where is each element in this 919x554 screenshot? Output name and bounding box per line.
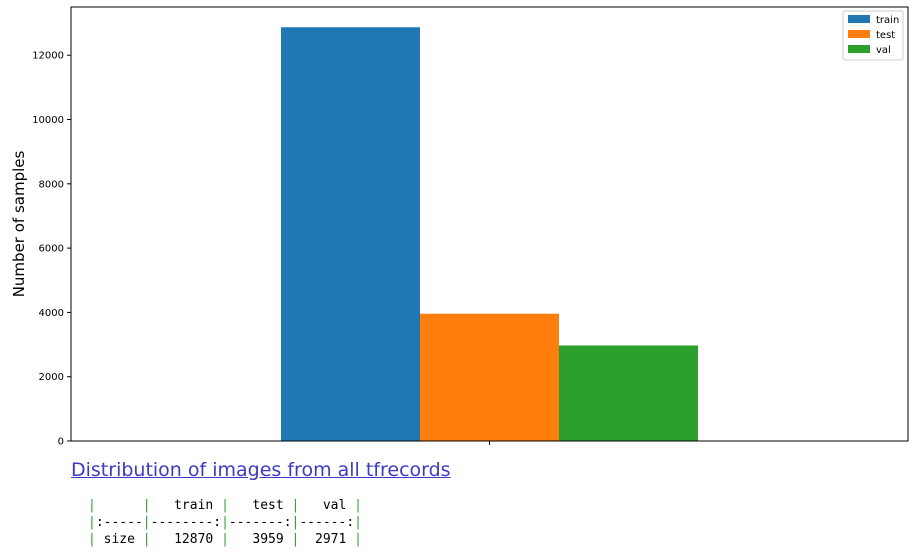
bar-train [281, 27, 420, 442]
chart-caption[interactable]: Distribution of images from all tfrecord… [71, 459, 451, 481]
y-tick-label: 2000 [39, 372, 64, 383]
legend-swatch-test [848, 30, 870, 38]
legend-swatch-train [848, 15, 870, 23]
y-tick-label: 4000 [39, 308, 64, 319]
y-tick-label: 10000 [32, 115, 64, 126]
table-cell-test: 3959 [252, 532, 284, 547]
table-header-val: val [322, 498, 347, 513]
legend-swatch-val [848, 45, 870, 53]
legend-label-train: train [876, 15, 899, 26]
table-header-test: test [252, 498, 284, 513]
size-table: | | train | test | val | |:-----|-------… [88, 498, 362, 547]
bar-val [559, 345, 698, 441]
y-axis-label: Number of samples [10, 151, 28, 298]
legend: train test val [842, 10, 904, 61]
y-tick-label: 6000 [39, 244, 64, 255]
table-row-label: size [103, 532, 135, 547]
y-tick-label: 0 [58, 437, 64, 448]
table-header-blank [96, 498, 143, 513]
bar-test [420, 313, 559, 441]
y-tick-label: 12000 [32, 51, 64, 62]
table-separator-0: :----- [95, 515, 143, 530]
legend-label-test: test [876, 30, 895, 41]
table-separator-1: --------: [150, 515, 222, 530]
table-cell-val: 2971 [315, 532, 347, 547]
table-cell-train: 12870 [174, 532, 214, 547]
bars-group [281, 27, 698, 442]
y-tick-label: 8000 [39, 179, 64, 190]
bar-chart: 0 2000 4000 6000 8000 10000 12000 Number of sa… [10, 6, 909, 448]
table-separator-2: -------: [228, 515, 292, 530]
table-header-train: train [174, 498, 214, 513]
table-separator-3: ------: [299, 515, 355, 530]
y-axis: 0 2000 4000 6000 8000 10000 12000 [32, 51, 71, 448]
legend-label-val: val [876, 45, 891, 56]
